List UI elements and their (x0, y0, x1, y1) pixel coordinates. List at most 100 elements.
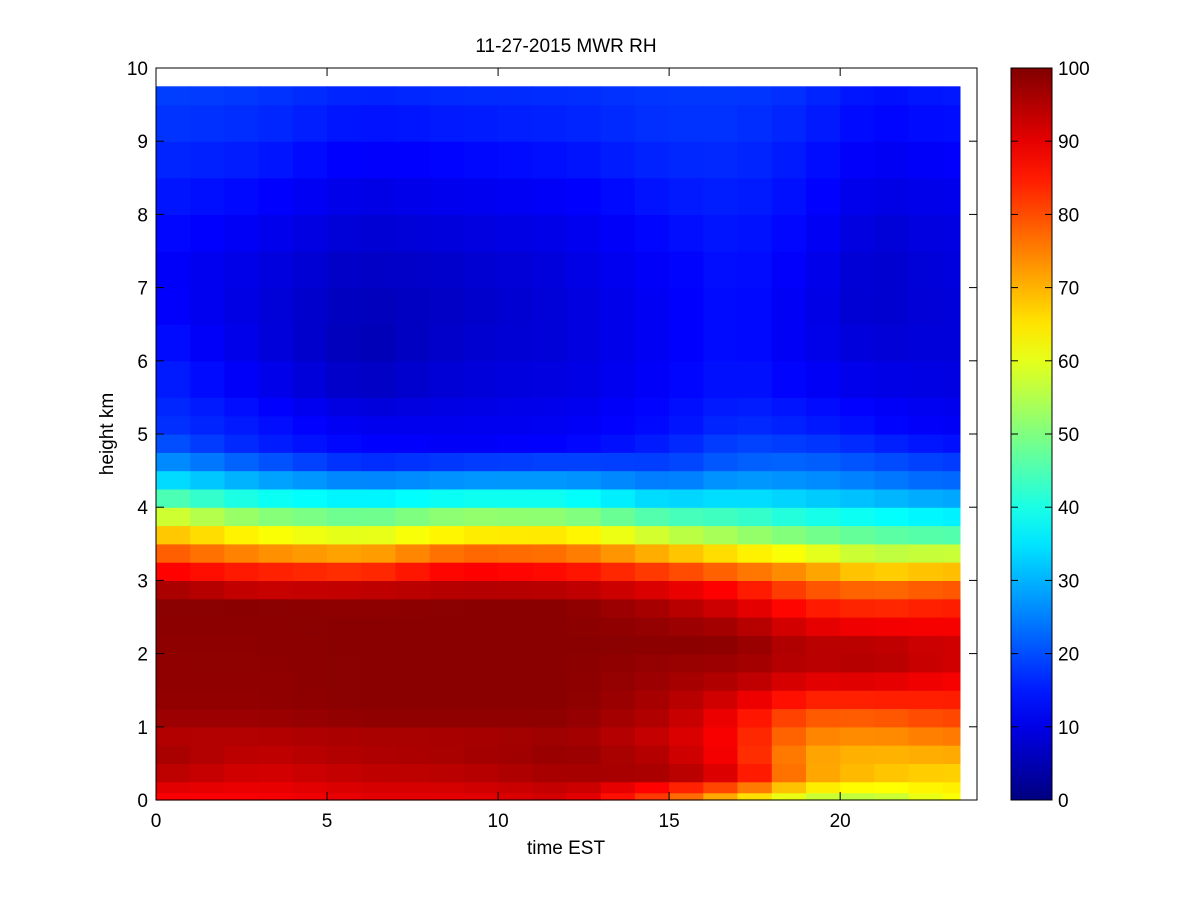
heatmap-cell (806, 598, 841, 618)
heatmap-cell (908, 324, 944, 362)
heatmap-cell (840, 562, 875, 581)
heatmap-cell (942, 104, 961, 142)
heatmap-cell (908, 792, 944, 801)
heatmap-cell (361, 452, 397, 472)
heatmap-cell (156, 598, 191, 618)
heatmap-cell (771, 507, 807, 527)
heatmap-cell (361, 434, 397, 453)
heatmap-cell (498, 324, 533, 362)
heatmap-cell (874, 598, 910, 618)
heatmap-cell (669, 543, 704, 563)
heatmap-cell (634, 562, 670, 581)
heatmap-cell (463, 104, 499, 142)
heatmap-cell (361, 543, 397, 563)
heatmap-cell (532, 653, 568, 673)
heatmap-cell (874, 543, 910, 563)
heatmap-cell (190, 781, 225, 794)
heatmap-cell (258, 397, 294, 417)
heatmap-cell (703, 415, 739, 435)
heatmap-cell (771, 397, 807, 417)
heatmap-cell (190, 324, 225, 362)
heatmap-cell (395, 635, 431, 655)
heatmap-cell (737, 745, 773, 764)
heatmap-cell (771, 781, 807, 794)
heatmap-cell (669, 214, 704, 252)
heatmap-cell (566, 745, 602, 764)
heatmap-cell (190, 177, 225, 215)
x-axis-label: time EST (527, 838, 606, 859)
heatmap-cell (703, 177, 739, 215)
heatmap-cell (874, 726, 910, 746)
heatmap-cell (703, 708, 739, 728)
heatmap-cell (600, 470, 636, 490)
heatmap-cell (737, 726, 773, 746)
heatmap-cell (942, 792, 961, 801)
heatmap-cell (498, 726, 533, 746)
heatmap-cell (634, 397, 670, 417)
heatmap-cell (361, 792, 397, 801)
heatmap-cell (395, 525, 431, 545)
heatmap-cell (874, 507, 910, 527)
heatmap-cell (669, 397, 704, 417)
heatmap-cell (669, 470, 704, 490)
heatmap-cell (566, 671, 602, 691)
heatmap-cell (806, 635, 841, 655)
heatmap-cell (190, 671, 225, 691)
heatmap-cells (156, 86, 961, 801)
heatmap-cell (737, 708, 773, 728)
heatmap-cell (908, 671, 944, 691)
heatmap-cell (327, 690, 362, 710)
heatmap-cell (908, 763, 944, 783)
heatmap-cell (737, 763, 773, 783)
heatmap-cell (327, 434, 362, 453)
heatmap-cell (361, 671, 397, 691)
heatmap-cell (463, 434, 499, 453)
heatmap-cell (361, 324, 397, 362)
heatmap-cell (532, 360, 568, 398)
heatmap-cell (669, 690, 704, 710)
heatmap-cell (600, 488, 636, 508)
heatmap-cell (737, 690, 773, 710)
heatmap-cell (258, 214, 294, 252)
heatmap-cell (498, 251, 533, 289)
heatmap-cell (327, 214, 362, 252)
heatmap-cell (361, 617, 397, 636)
heatmap-cell (874, 690, 910, 710)
heatmap-cell (600, 141, 636, 179)
heatmap-cell (600, 177, 636, 215)
heatmap-cell (292, 635, 328, 655)
heatmap-cell (600, 708, 636, 728)
heatmap-cell (292, 745, 328, 764)
heatmap-cell (361, 745, 397, 764)
heatmap-cell (806, 251, 841, 289)
heatmap-cell (703, 324, 739, 362)
heatmap-cell (224, 507, 260, 527)
heatmap-cell (395, 251, 431, 289)
heatmap-cell (156, 690, 191, 710)
heatmap-cell (566, 617, 602, 636)
heatmap-cell (429, 452, 465, 472)
heatmap-cell (327, 598, 362, 618)
heatmap-cell (634, 671, 670, 691)
heatmap-cell (190, 598, 225, 618)
heatmap-cell (327, 763, 362, 783)
heatmap-cell (703, 287, 739, 325)
heatmap-cell (771, 763, 807, 783)
heatmap-cell (532, 525, 568, 545)
colorbar-tick-label: 20 (1058, 645, 1079, 666)
heatmap-cell (498, 525, 533, 545)
heatmap-cell (190, 360, 225, 398)
heatmap-cell (737, 635, 773, 655)
heatmap-cell (771, 415, 807, 435)
y-tick-label: 4 (137, 498, 148, 519)
heatmap-cell (463, 690, 499, 710)
heatmap-cell (258, 635, 294, 655)
heatmap-cell (224, 488, 260, 508)
heatmap-cell (703, 726, 739, 746)
heatmap-cell (292, 141, 328, 179)
heatmap-cell (634, 543, 670, 563)
heatmap-cell (840, 141, 875, 179)
heatmap-cell (771, 745, 807, 764)
heatmap-cell (224, 745, 260, 764)
